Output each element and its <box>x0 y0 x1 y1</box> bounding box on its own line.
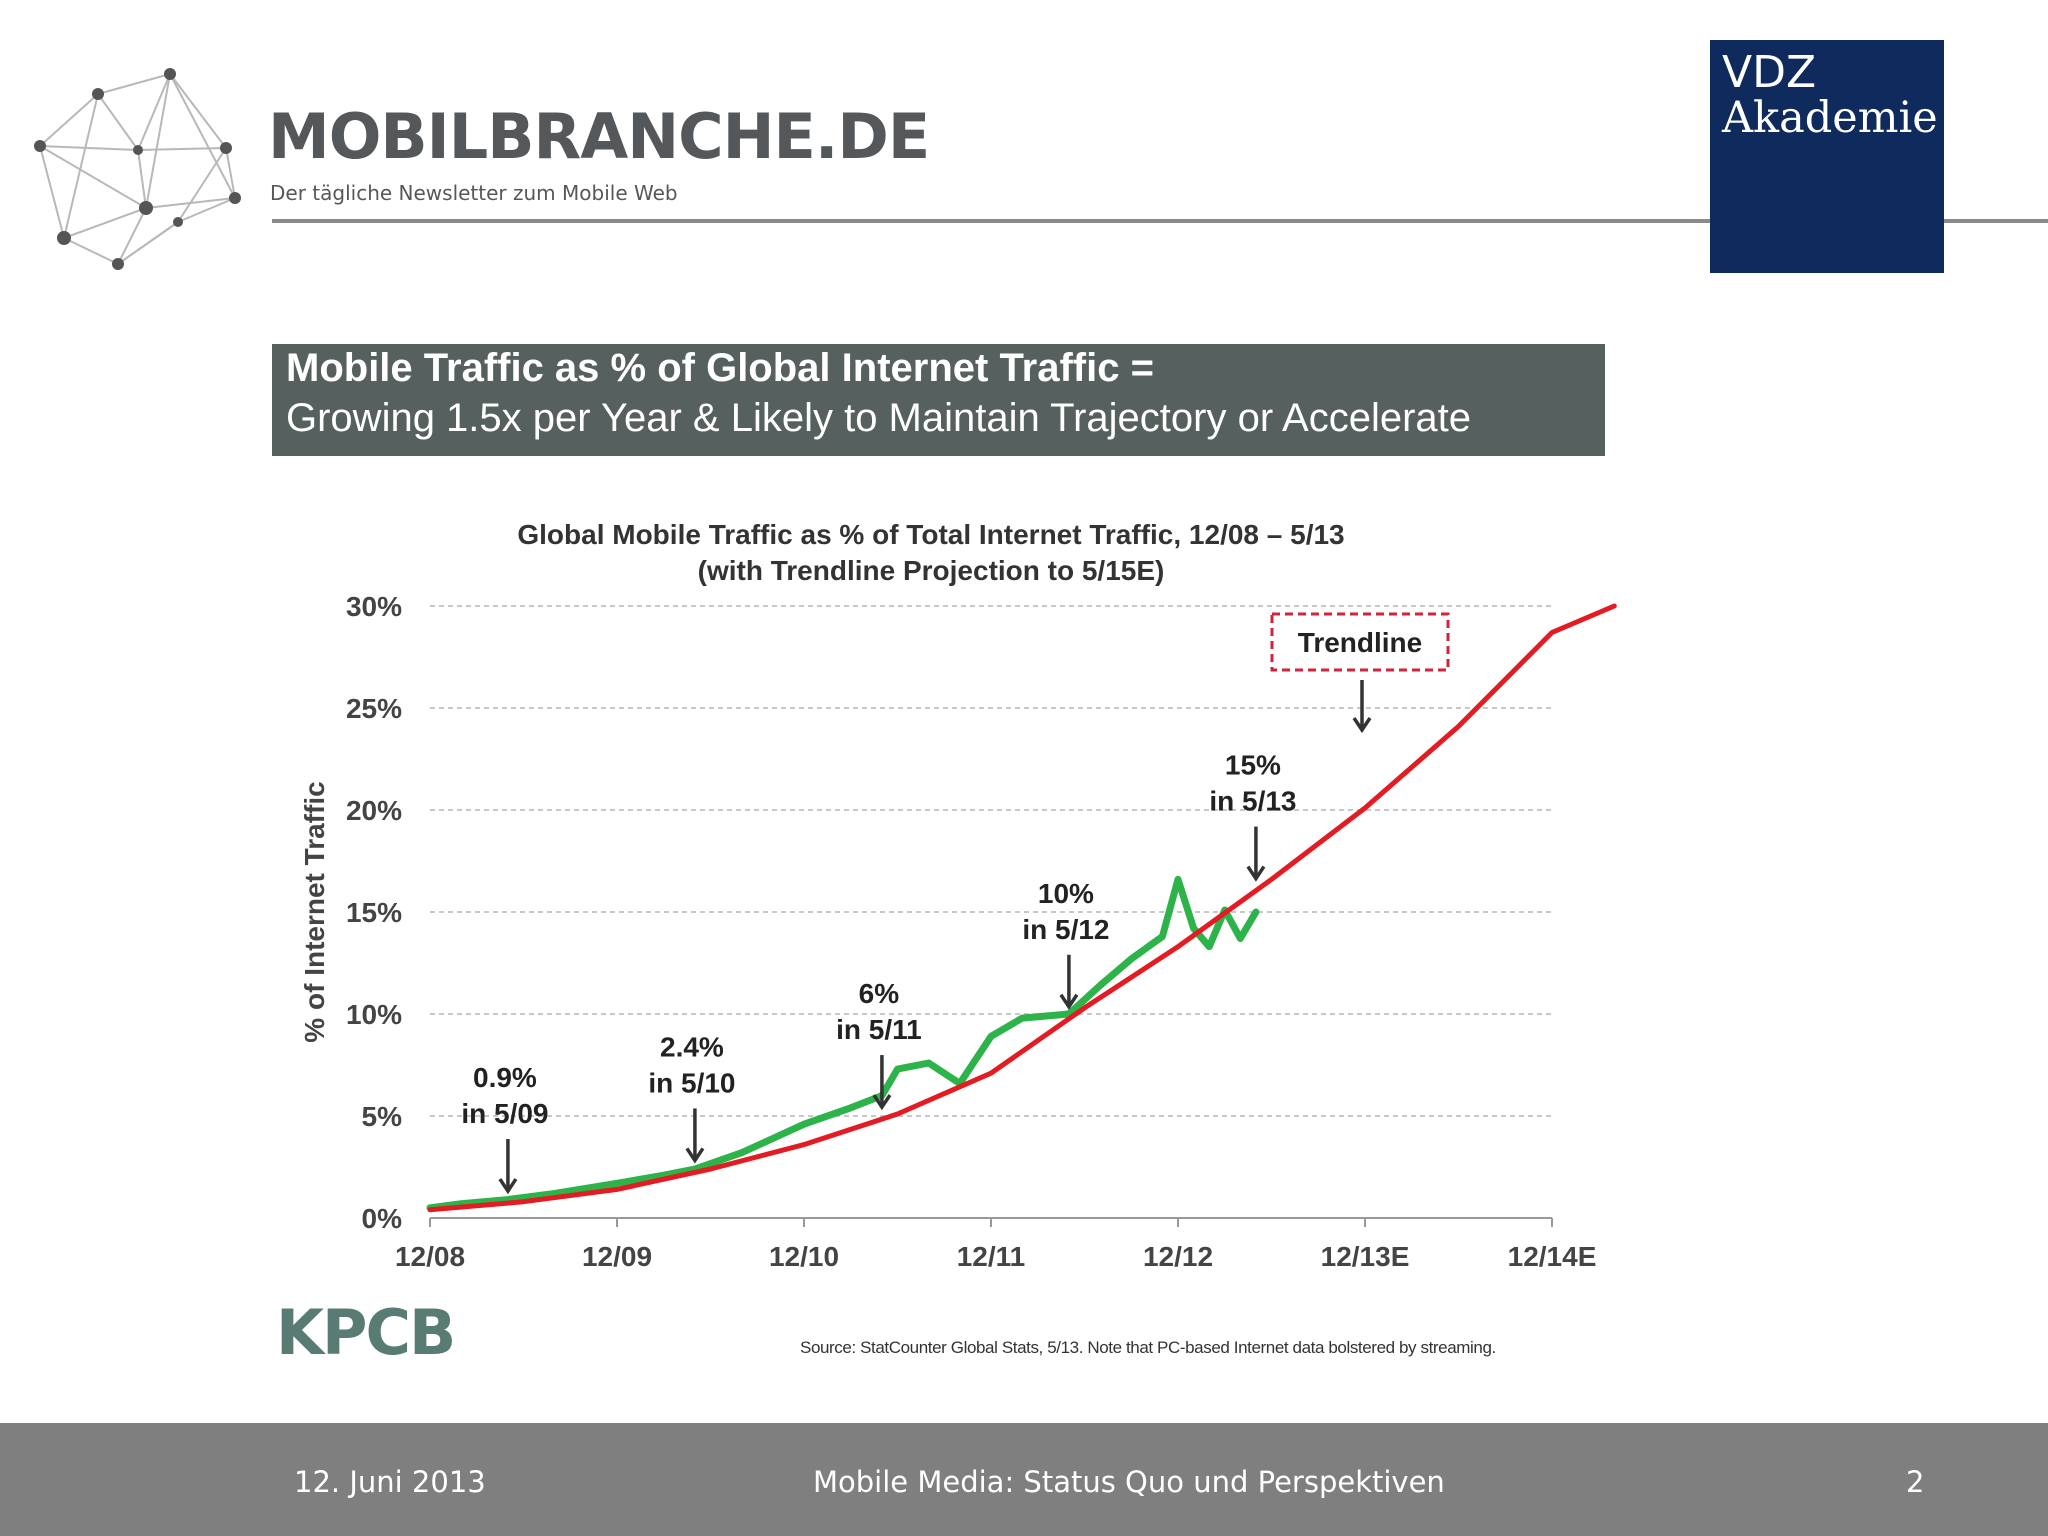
brand-subtitle: Der tägliche Newsletter zum Mobile Web <box>270 181 678 205</box>
annotation-date: in 5/10 <box>648 1067 735 1098</box>
partner-logo: VDZ Akademie <box>1710 40 1944 273</box>
footer-title: Mobile Media: Status Quo und Perspektive… <box>813 1465 1445 1499</box>
annotation-arrowhead-icon <box>1059 993 1079 1010</box>
trendline-label-box <box>1270 612 1450 672</box>
footer-date: 12. Juni 2013 <box>294 1465 486 1499</box>
partner-logo-line2: Akademie <box>1722 93 1938 143</box>
headline-line1: Mobile Traffic as % of Global Internet T… <box>286 346 1154 390</box>
y-tick-label: 20% <box>346 795 402 826</box>
annotation-value: 10% <box>1038 878 1094 909</box>
annotation-value: 6% <box>859 978 900 1009</box>
x-tick-label: 12/09 <box>582 1241 652 1272</box>
page-number: 2 <box>1906 1465 1925 1499</box>
brand-title: MOBILBRANCHE.DE <box>268 100 930 173</box>
trendline-label: Trendline <box>1298 627 1422 658</box>
y-tick-label: 0% <box>362 1203 403 1234</box>
source-note: Source: StatCounter Global Stats, 5/13. … <box>800 1338 1496 1357</box>
y-tick-label: 25% <box>346 693 402 724</box>
annotation-arrowhead-icon <box>872 1094 892 1111</box>
actual-point <box>926 1060 932 1066</box>
headline-line2: Growing 1.5x per Year & Likely to Mainta… <box>286 396 1472 440</box>
chart-subtitle: (with Trendline Projection to 5/15E) <box>698 555 1165 586</box>
actual-point <box>1159 933 1165 939</box>
actual-point <box>614 1180 620 1186</box>
annotation-date: in 5/11 <box>836 1014 922 1045</box>
kpcb-logo: KPCB <box>276 1296 456 1369</box>
actual-point <box>1253 909 1259 915</box>
x-tick-label: 12/08 <box>395 1241 465 1272</box>
network-logo-icon <box>34 68 241 270</box>
actual-point <box>1237 936 1243 942</box>
actual-point <box>739 1150 745 1156</box>
annotation-date: in 5/13 <box>1209 786 1296 817</box>
actual-point <box>1097 982 1103 988</box>
actual-point <box>1019 1015 1025 1021</box>
chart-title: Global Mobile Traffic as % of Total Inte… <box>517 519 1344 550</box>
annotation-value: 15% <box>1225 750 1281 781</box>
actual-point <box>1175 876 1181 882</box>
y-tick-label: 30% <box>346 591 402 622</box>
trendline-arrowhead-icon <box>1352 717 1372 734</box>
x-tick-label: 12/13E <box>1321 1241 1410 1272</box>
x-tick-label: 12/10 <box>769 1241 839 1272</box>
actual-point <box>988 1033 994 1039</box>
y-tick-label: 5% <box>362 1101 403 1132</box>
y-tick-label: 10% <box>346 999 402 1030</box>
partner-logo-line1: VDZ <box>1722 47 1817 98</box>
annotation-arrowhead-icon <box>1246 865 1266 882</box>
slide-footer: 12. Juni 2013 Mobile Media: Status Quo u… <box>0 1423 2048 1536</box>
annotation-value: 2.4% <box>660 1031 724 1062</box>
x-tick-label: 12/11 <box>957 1241 1026 1272</box>
y-axis-label: % of Internet Traffic <box>299 781 330 1042</box>
actual-traffic-series <box>426 875 1260 1212</box>
annotation-date: in 5/12 <box>1022 914 1109 945</box>
annotation-date: in 5/09 <box>461 1098 548 1129</box>
actual-point <box>895 1066 900 1072</box>
y-tick-label: 15% <box>346 897 402 928</box>
actual-point <box>848 1105 854 1111</box>
actual-point <box>1206 944 1212 950</box>
x-tick-label: 12/12 <box>1143 1241 1213 1272</box>
annotation-value: 0.9% <box>473 1062 537 1093</box>
actual-point <box>552 1191 558 1197</box>
slide-headline: Mobile Traffic as % of Global Internet T… <box>272 344 1605 456</box>
header-divider <box>272 219 2048 223</box>
actual-point <box>801 1121 807 1127</box>
actual-point <box>1191 925 1197 931</box>
trendline-series <box>427 603 1617 1213</box>
actual-point <box>1128 956 1134 962</box>
traffic-chart: Global Mobile Traffic as % of Total Inte… <box>299 519 1617 1272</box>
x-tick-label: 12/14E <box>1508 1241 1597 1272</box>
annotation-arrowhead-icon <box>685 1147 705 1164</box>
annotation-arrowhead-icon <box>498 1178 518 1195</box>
